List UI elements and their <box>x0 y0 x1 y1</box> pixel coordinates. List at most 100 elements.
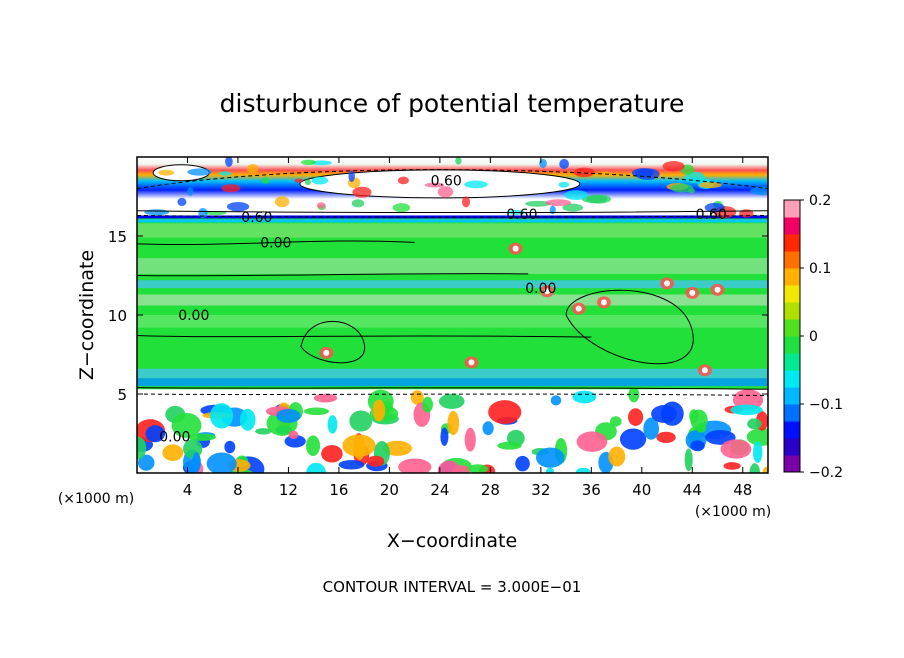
colorbar-segment <box>784 285 800 303</box>
field-cell <box>752 441 763 463</box>
colorbar-segment <box>784 251 800 269</box>
x-tick-label: 16 <box>329 481 348 499</box>
colorbar-tick-label: 0.1 <box>809 261 831 277</box>
field-cell <box>749 463 761 473</box>
field-cell <box>306 435 321 457</box>
field-cell <box>366 455 385 467</box>
field-cell <box>137 454 155 471</box>
field-cell <box>382 440 412 456</box>
field-cell <box>643 417 660 440</box>
field-cell <box>303 407 330 416</box>
contour-line <box>137 210 768 214</box>
field-cell <box>338 459 365 470</box>
field-cell <box>572 390 597 404</box>
colorbar: 0.2 0.1 0 −0.1 −0.2 <box>783 193 843 481</box>
field-cell <box>545 199 572 207</box>
colorbar-tick-label: −0.2 <box>809 465 843 481</box>
field-cell <box>690 409 708 431</box>
colorbar-segment <box>784 387 800 405</box>
field-cell <box>187 168 212 176</box>
field-cell <box>348 170 355 183</box>
contour-line <box>137 240 415 246</box>
contour-label: 0.00 <box>178 308 209 324</box>
y-tick-label: 10 <box>108 307 127 325</box>
field-band <box>137 219 768 223</box>
field-cell <box>720 439 752 459</box>
contour-line <box>137 387 768 390</box>
field-cell <box>550 395 562 406</box>
field-cell <box>575 305 582 312</box>
colorbar-tick-label: 0.2 <box>809 193 831 209</box>
field-cell <box>515 455 530 472</box>
contour-label: 0.00 <box>159 430 190 446</box>
field-band <box>137 368 768 379</box>
field-cell <box>689 289 696 296</box>
field-cell <box>274 196 290 208</box>
colorbar-segment <box>784 336 800 354</box>
field-cell <box>422 396 433 413</box>
field-cell <box>306 462 326 473</box>
contour-label: 0.60 <box>431 174 462 190</box>
field-cell <box>600 299 607 306</box>
field-cell <box>284 434 306 448</box>
field-cell <box>497 441 522 450</box>
field-cell <box>323 349 330 356</box>
field-cell <box>239 408 256 431</box>
field-cell <box>352 186 372 198</box>
x-tick-label: 12 <box>279 481 298 499</box>
field-cell <box>209 403 234 429</box>
field-cell <box>558 181 570 188</box>
field-cell <box>313 393 338 403</box>
field-cell <box>544 288 551 295</box>
colorbar-segment <box>784 438 800 456</box>
x-tick-label: 40 <box>632 481 651 499</box>
colorbar-segment <box>784 268 800 286</box>
field-cell <box>535 447 565 468</box>
field-cell <box>145 425 166 443</box>
field-cell <box>225 157 233 167</box>
field-cell <box>628 408 644 426</box>
field-cell <box>525 200 551 207</box>
field-cell <box>455 157 462 165</box>
field-band <box>137 258 768 274</box>
field-band <box>137 280 768 289</box>
field-cell <box>206 452 237 473</box>
field-cell <box>559 158 569 169</box>
field-cell <box>316 202 326 209</box>
field-cell <box>398 458 432 473</box>
field-cell <box>392 203 411 213</box>
field-cell <box>635 168 660 180</box>
field-cell <box>187 187 194 196</box>
field-cell <box>424 182 445 188</box>
field-cell <box>226 202 250 212</box>
contour-line <box>565 289 694 365</box>
field-cell <box>730 404 763 416</box>
contour-line <box>137 273 529 277</box>
field-cell <box>464 180 488 189</box>
x-axis-label: X−coordinate <box>387 530 517 552</box>
field-band <box>137 223 768 238</box>
field-cell <box>177 197 187 207</box>
field-cell <box>311 176 329 185</box>
colorbar-segment <box>784 455 800 473</box>
field-cell <box>437 186 454 198</box>
contour-line <box>137 335 592 338</box>
field-cell <box>747 418 762 430</box>
field-cell <box>762 466 768 473</box>
field-cell <box>545 467 555 473</box>
x-tick-label: 8 <box>233 481 243 499</box>
field-cell <box>714 286 721 293</box>
field-cell <box>137 436 147 460</box>
field-cell <box>662 161 685 172</box>
x-tick-label: 32 <box>531 481 550 499</box>
field-cell <box>246 163 259 174</box>
colorbar-segment <box>784 421 800 439</box>
colorbar-segment <box>784 404 800 422</box>
field-cell <box>440 427 449 446</box>
field-cell <box>467 464 488 473</box>
contour-line <box>300 321 365 364</box>
field-cell <box>162 444 184 462</box>
colorbar-tick-label: −0.1 <box>809 397 843 413</box>
field-cell <box>723 462 741 470</box>
contour-line <box>137 169 768 190</box>
